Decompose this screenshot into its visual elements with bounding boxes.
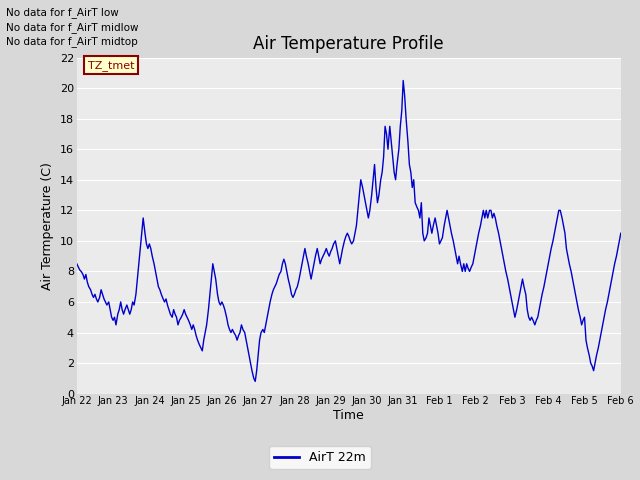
Text: No data for f_AirT midtop: No data for f_AirT midtop	[6, 36, 138, 47]
Legend: AirT 22m: AirT 22m	[269, 446, 371, 469]
Text: No data for f_AirT low: No data for f_AirT low	[6, 7, 119, 18]
X-axis label: Time: Time	[333, 409, 364, 422]
Title: Air Temperature Profile: Air Temperature Profile	[253, 35, 444, 53]
Text: No data for f_AirT midlow: No data for f_AirT midlow	[6, 22, 139, 33]
Text: TZ_tmet: TZ_tmet	[88, 60, 134, 71]
Y-axis label: Air Termperature (C): Air Termperature (C)	[41, 162, 54, 289]
